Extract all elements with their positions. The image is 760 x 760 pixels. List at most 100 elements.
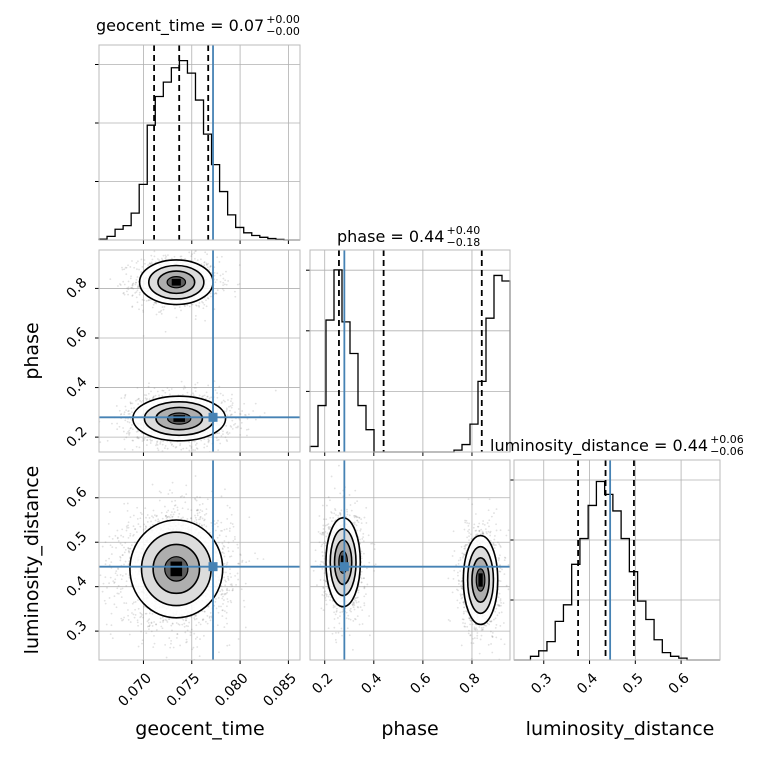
sample-point xyxy=(135,430,138,433)
sample-point xyxy=(155,313,158,316)
sample-point xyxy=(210,522,213,524)
sample-point xyxy=(179,442,182,445)
sample-point xyxy=(230,413,233,416)
sample-point xyxy=(168,618,170,621)
sample-point xyxy=(237,408,240,410)
sample-point xyxy=(203,264,206,266)
sample-point xyxy=(136,398,139,401)
sample-point xyxy=(140,271,143,273)
sample-point xyxy=(131,439,134,442)
sample-point xyxy=(120,578,123,581)
sample-point xyxy=(246,434,248,437)
sample-point xyxy=(233,290,236,293)
sample-point xyxy=(229,599,232,602)
sample-point xyxy=(230,397,233,400)
sample-point xyxy=(229,405,232,407)
sample-point xyxy=(117,567,119,569)
sample-point xyxy=(232,540,235,542)
sample-point xyxy=(185,447,188,450)
sample-point xyxy=(146,439,149,441)
sample-point xyxy=(194,383,197,386)
sample-point xyxy=(189,394,192,397)
sample-point xyxy=(206,622,209,625)
sample-point xyxy=(226,598,229,600)
sample-point xyxy=(226,431,229,433)
sample-point xyxy=(165,656,168,659)
sample-point xyxy=(113,582,116,584)
sample-point xyxy=(188,251,191,254)
sample-point xyxy=(169,516,171,519)
sample-point xyxy=(208,616,211,619)
sample-point xyxy=(185,641,187,644)
sample-point xyxy=(155,444,157,447)
sample-point xyxy=(202,618,205,621)
sample-point xyxy=(186,391,189,394)
sample-point xyxy=(193,618,196,621)
sample-point xyxy=(225,431,228,434)
sample-point xyxy=(171,629,173,632)
sample-point xyxy=(145,632,148,635)
sample-point xyxy=(230,513,233,516)
sample-point xyxy=(226,589,229,592)
sample-point xyxy=(165,255,168,258)
sample-point xyxy=(96,533,98,535)
sample-point xyxy=(113,581,116,584)
sample-point xyxy=(207,297,210,300)
sample-point xyxy=(203,443,206,446)
sample-point xyxy=(129,418,132,420)
sample-point xyxy=(230,406,233,409)
sample-point xyxy=(210,615,213,618)
sample-point xyxy=(152,516,155,519)
sample-point xyxy=(215,436,218,439)
sample-point xyxy=(169,441,172,444)
sample-point xyxy=(221,551,224,554)
sample-point xyxy=(137,645,140,648)
sample-point xyxy=(162,308,165,311)
sample-point xyxy=(195,447,198,450)
x-tick-label: 0.5 xyxy=(620,670,647,697)
sample-point xyxy=(205,263,208,266)
sample-point xyxy=(214,529,217,532)
sample-point xyxy=(194,475,197,477)
sample-point xyxy=(137,599,139,601)
sample-point xyxy=(178,512,181,515)
sample-point xyxy=(230,400,232,403)
sample-point xyxy=(152,397,154,400)
sample-point xyxy=(164,447,166,450)
sample-point xyxy=(220,605,222,608)
sample-point xyxy=(175,622,178,624)
sample-point xyxy=(119,559,122,562)
sample-point xyxy=(183,304,186,307)
sample-point xyxy=(238,264,241,266)
sample-point xyxy=(136,506,139,509)
sample-point xyxy=(223,540,226,542)
sample-point xyxy=(185,638,188,641)
sample-point xyxy=(125,432,128,435)
sample-point xyxy=(222,281,225,284)
sample-point xyxy=(170,511,173,514)
sample-point xyxy=(244,626,247,629)
sample-point xyxy=(137,284,140,286)
sample-point xyxy=(125,409,127,412)
sample-point xyxy=(151,625,154,627)
sample-point xyxy=(204,397,207,400)
sample-point xyxy=(216,289,219,292)
sample-point xyxy=(135,531,138,533)
sample-point xyxy=(225,588,228,591)
sample-point xyxy=(125,525,128,528)
sample-point xyxy=(149,263,151,265)
sample-point xyxy=(241,561,243,563)
sample-point xyxy=(123,411,126,414)
sample-point xyxy=(147,385,150,388)
sample-point xyxy=(180,448,183,451)
sample-point xyxy=(234,455,236,457)
sample-point xyxy=(115,546,117,549)
sample-point xyxy=(132,601,135,604)
sample-point xyxy=(222,430,224,433)
sample-point xyxy=(165,517,168,519)
sample-point xyxy=(169,646,172,649)
sample-point xyxy=(158,490,161,493)
sample-point xyxy=(226,518,229,520)
sample-point xyxy=(182,516,184,519)
sample-point xyxy=(239,554,242,557)
